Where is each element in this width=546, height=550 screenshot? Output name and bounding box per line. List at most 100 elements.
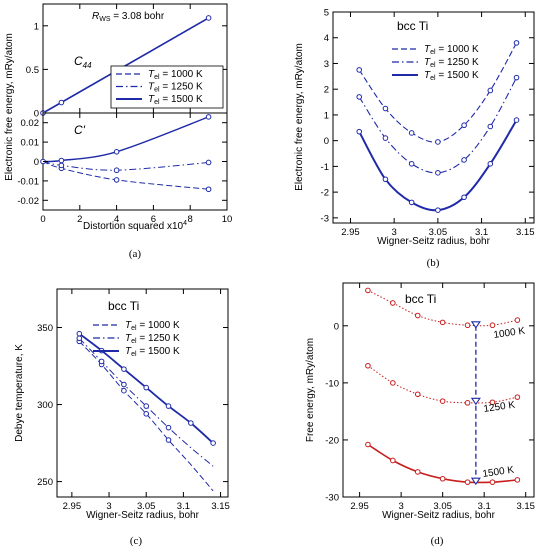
panel-d-point xyxy=(414,391,421,398)
panel-d-point xyxy=(464,400,471,406)
panel-b-ytick-label: -1 xyxy=(321,162,329,173)
panel-d-point xyxy=(489,479,496,485)
panel-b-title: bcc Ti xyxy=(397,19,428,33)
panel-a-bottom-ytick-label: -0.02 xyxy=(17,196,39,207)
panel-a-bottom-frame xyxy=(42,112,228,211)
panel-a-xtick-label: 8 xyxy=(188,214,193,225)
panel-d-point xyxy=(464,322,471,329)
panel-d-ytick-label: 0 xyxy=(334,321,339,332)
panel-a-bottom-point xyxy=(113,177,120,183)
panel-c-ytick-label: 250 xyxy=(37,477,53,488)
panel-d-series-label: 1000 K xyxy=(493,326,526,341)
panel-b-point xyxy=(356,128,363,135)
panel-a-top-ytick-label: 1 xyxy=(34,21,39,32)
panel-a-top-ytick-label: 0.5 xyxy=(26,65,39,76)
panel-a-bottom-series-line xyxy=(42,116,209,163)
panel-c-point xyxy=(98,358,105,365)
panel-a-xlabel: Distortion squared x104 xyxy=(83,220,187,232)
panel-a-top-point xyxy=(205,15,212,21)
panel-a-bottom-point xyxy=(58,157,65,164)
panel-a-bottom-ytick-label: 0.01 xyxy=(21,138,40,149)
panel-c-xtick-label: 3.1 xyxy=(177,501,190,512)
panel-b-point xyxy=(461,194,467,201)
panel-b-point xyxy=(487,161,494,167)
panel-b-point xyxy=(461,122,467,129)
panel-d-point xyxy=(365,441,371,448)
panel-d-point xyxy=(365,287,371,294)
panel-d-point xyxy=(365,362,371,369)
panel-d-point xyxy=(439,319,446,326)
panel-b-point xyxy=(382,135,389,141)
panel-d-xtick-label: 3.15 xyxy=(516,501,535,512)
panel-d-ytick-label: -10 xyxy=(325,378,339,389)
panel-d-minimum-marker xyxy=(470,321,481,329)
panel-c-ylabel: Debye temperature, K xyxy=(14,344,25,442)
panel-c-legend-label: Tel = 1500 K xyxy=(125,346,180,358)
panel-d-point xyxy=(439,475,446,482)
panel-b-ytick-label: 5 xyxy=(324,8,329,19)
panel-b-series-line xyxy=(358,119,518,212)
panel-b-point xyxy=(382,176,389,183)
panel-b-ytick-label: 2 xyxy=(324,85,329,96)
panel-a-legend-label: Tel = 1250 K xyxy=(148,82,203,94)
panel-a-bottom-point xyxy=(58,162,65,169)
panel-d-point xyxy=(514,317,521,323)
panel-d-frame xyxy=(342,282,535,498)
panel-b: 2.95 3 3.05 3.1 3.15 5 4 3 2 1 0 -1 -2 -3 bcc Ti Tel = … xyxy=(294,8,535,270)
panel-b-point xyxy=(513,74,520,81)
panel-d-xtick-label: 3.05 xyxy=(433,501,452,512)
panel-b-legend-label: Tel = 1000 K xyxy=(424,44,479,56)
panel-a-xtick-label: 6 xyxy=(151,214,156,225)
panel-d-point xyxy=(390,457,396,464)
panel-a-top-series-line xyxy=(42,17,209,114)
panel-d-minimum-marker xyxy=(470,477,481,486)
panel-b-frame xyxy=(332,11,535,224)
panel-b-ytick-label: 3 xyxy=(324,59,329,70)
panel-a: 0 2 4 6 8 10 0 0.5 1 0.02 0.01 0 -0.01 -0.02 RWS = 3.0… xyxy=(4,3,233,260)
panel-c-ytick-label: 300 xyxy=(37,400,53,411)
panel-c-point xyxy=(76,330,83,337)
panel-c-caption: (c) xyxy=(130,535,143,547)
panel-d-point xyxy=(464,479,471,485)
panel-d-xtick-label: 3.1 xyxy=(478,501,491,512)
panel-a-bottom-series-line xyxy=(42,161,209,190)
panel-b-xtick-label: 2.95 xyxy=(341,227,360,238)
panel-c-xtick-label: 3.05 xyxy=(137,501,156,512)
panel-b-point xyxy=(356,94,363,100)
panel-d-series-line xyxy=(367,365,518,404)
panel-d-point xyxy=(489,399,496,406)
panel-a-ylabel: Electronic free energy, mRy/atom xyxy=(4,33,15,181)
panel-b-legend-label: Tel = 1500 K xyxy=(424,70,479,82)
panel-b-ytick-label: -3 xyxy=(321,213,329,224)
panel-c-frame xyxy=(56,288,229,498)
panel-a-rws-label: RWS = 3.08 bohr xyxy=(92,11,165,23)
panel-a-legend-label: Tel = 1500 K xyxy=(148,94,203,106)
panel-c-xtick-label: 3 xyxy=(106,501,111,512)
panel-b-point xyxy=(435,207,441,213)
panel-d-title: bcc Ti xyxy=(405,292,436,306)
panel-d-xtick-label: 3 xyxy=(398,501,403,512)
panel-b-xtick-label: 3.05 xyxy=(429,227,448,238)
panel-c-ytick-label: 350 xyxy=(37,323,53,334)
panel-c-xlabel: Wigner-Seitz radius, bohr xyxy=(86,510,199,521)
panel-c-series-line xyxy=(78,337,214,467)
panel-c-xtick-label: 3.15 xyxy=(211,501,230,512)
panel-b-point xyxy=(435,139,441,145)
panel-b-point xyxy=(408,161,415,167)
panel-b-ytick-label: -2 xyxy=(321,188,329,199)
panel-d: 1000 K 1250 K 1500 K 2.95 3 3.05 3.1 3.15 0 -10 -2… xyxy=(305,282,535,547)
panel-c-point xyxy=(121,366,127,372)
panel-b-point xyxy=(513,40,520,46)
panel-c-point xyxy=(165,437,172,443)
panel-d-xlabel: Wigner-Seitz radius, bohr xyxy=(382,510,495,521)
panel-a-top-ytick-label: 0 xyxy=(34,109,39,120)
panel-c-legend-label: Tel = 1250 K xyxy=(125,333,180,345)
panel-b-xtick-label: 3 xyxy=(392,227,397,238)
panel-b-point xyxy=(356,67,363,73)
panel-a-xtick-label: 10 xyxy=(222,214,233,225)
panel-a-legend-label: Tel = 1000 K xyxy=(148,69,203,81)
panel-b-ytick-label: 1 xyxy=(324,110,329,121)
panel-a-bottom-point xyxy=(113,149,120,155)
panel-b-point xyxy=(408,130,415,136)
